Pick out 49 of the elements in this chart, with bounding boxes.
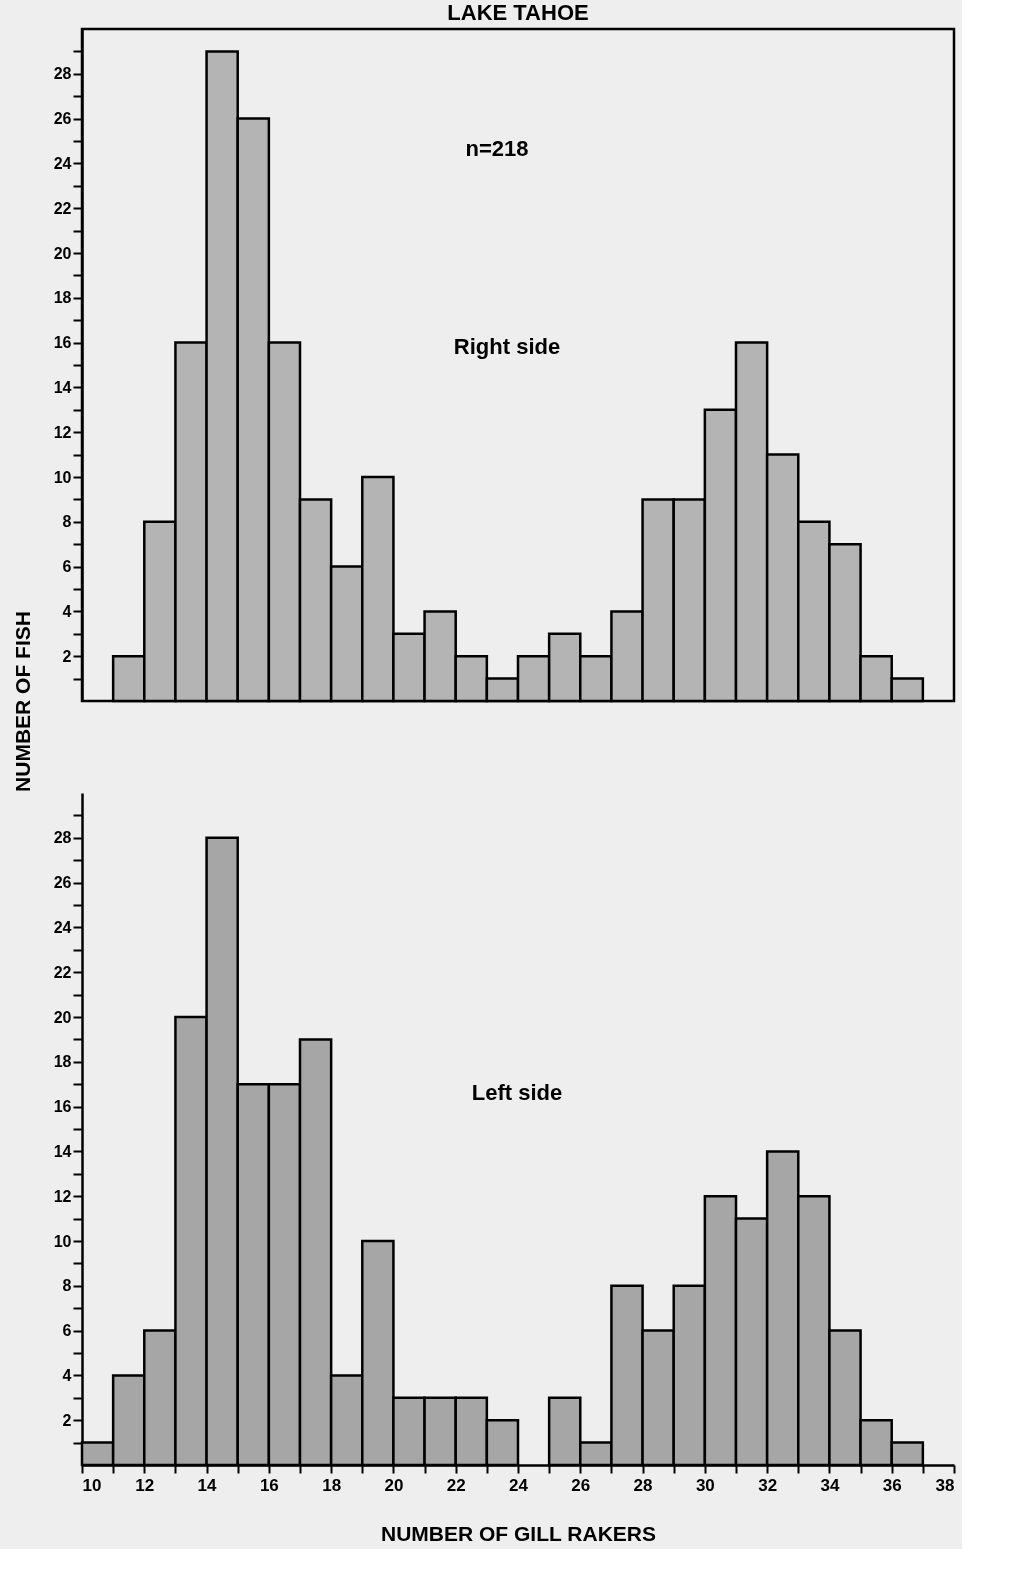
x-tick-label: 20 (384, 1475, 404, 1495)
x-tick-label: 30 (695, 1475, 715, 1495)
annotation: Left side (471, 1080, 563, 1105)
y-axis-title: NUMBER OF FISH (10, 611, 34, 792)
y-tick-label: 20 (53, 244, 72, 262)
y-tick-label: 20 (53, 1008, 72, 1026)
x-tick-label: 26 (571, 1475, 591, 1495)
y-tick-label: 8 (62, 513, 72, 531)
y-tick-label: 6 (62, 558, 72, 576)
y-tick-label: 10 (53, 1232, 72, 1250)
y-tick-label: 18 (53, 289, 72, 307)
y-tick-label: 26 (53, 874, 72, 892)
y-tick-label: 28 (53, 65, 72, 83)
y-tick-label: 22 (53, 199, 72, 217)
y-tick-label: 16 (53, 334, 72, 352)
y-tick-label: 4 (62, 602, 72, 620)
y-tick-label: 14 (53, 1142, 72, 1160)
y-tick-label: 2 (62, 647, 72, 665)
x-axis-title: NUMBER OF GILL RAKERS (381, 1521, 656, 1545)
annotation: Right side (453, 334, 561, 359)
x-tick-label: 14 (197, 1475, 218, 1495)
y-tick-label: 26 (53, 110, 72, 128)
x-tick-label: 18 (322, 1475, 342, 1495)
y-tick-label: 4 (62, 1366, 72, 1384)
y-tick-label: 12 (53, 1187, 72, 1205)
y-tick-label: 16 (53, 1098, 72, 1116)
x-tick-label: 32 (758, 1475, 778, 1495)
y-tick-label: 22 (53, 963, 72, 981)
y-tick-label: 6 (62, 1322, 72, 1340)
y-tick-label: 2 (62, 1411, 72, 1429)
y-tick-label: 28 (53, 829, 72, 847)
x-tick-label: 22 (446, 1475, 466, 1495)
y-tick-label: 14 (53, 378, 72, 396)
y-tick-label: 24 (53, 918, 72, 936)
x-tick-label: 36 (882, 1475, 902, 1495)
x-tick-label: 16 (259, 1475, 279, 1495)
x-tick-label: 10 (82, 1475, 102, 1495)
x-tick-label: 24 (509, 1475, 529, 1495)
x-tick-label: 34 (820, 1475, 840, 1495)
y-tick-label: 10 (53, 468, 72, 486)
annotation: n=218 (465, 136, 529, 161)
x-tick-label: 38 (935, 1475, 955, 1495)
chart-title: LAKE TAHOE (447, 0, 589, 25)
y-tick-label: 18 (53, 1053, 72, 1071)
y-tick-label: 8 (62, 1277, 72, 1295)
y-tick-label: 24 (53, 154, 72, 172)
x-tick-label: 28 (633, 1475, 653, 1495)
y-tick-label: 12 (53, 423, 72, 441)
x-tick-label: 12 (135, 1475, 155, 1495)
